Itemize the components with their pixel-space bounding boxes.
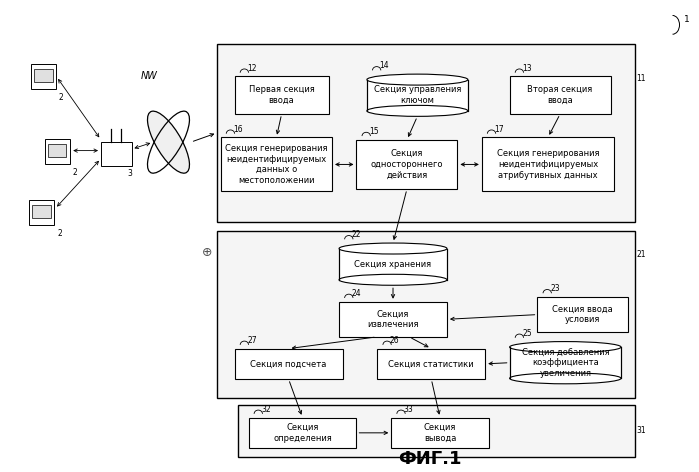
FancyBboxPatch shape — [510, 76, 611, 114]
FancyBboxPatch shape — [249, 418, 356, 448]
Text: 14: 14 — [380, 61, 389, 70]
FancyBboxPatch shape — [45, 139, 70, 164]
FancyBboxPatch shape — [32, 205, 51, 218]
FancyBboxPatch shape — [235, 349, 343, 379]
FancyBboxPatch shape — [339, 302, 447, 337]
FancyBboxPatch shape — [377, 349, 485, 379]
Ellipse shape — [339, 274, 447, 285]
Text: 33: 33 — [404, 405, 414, 414]
Text: 2: 2 — [57, 229, 62, 238]
Text: 11: 11 — [636, 74, 646, 84]
Text: 21: 21 — [636, 250, 646, 259]
FancyBboxPatch shape — [217, 231, 635, 398]
Text: Секция
извлечения: Секция извлечения — [367, 310, 419, 329]
FancyBboxPatch shape — [34, 69, 52, 82]
Ellipse shape — [510, 342, 621, 353]
Text: Секция
одностороннего
действия: Секция одностороннего действия — [370, 149, 443, 180]
Text: Первая секция
ввода: Первая секция ввода — [249, 85, 315, 105]
Ellipse shape — [367, 74, 468, 85]
FancyBboxPatch shape — [31, 64, 56, 89]
Text: Секция
вывода: Секция вывода — [424, 423, 456, 443]
Text: Секция подсчета: Секция подсчета — [250, 359, 326, 368]
Ellipse shape — [510, 373, 621, 384]
Text: 23: 23 — [550, 284, 560, 293]
Text: 12: 12 — [247, 64, 257, 73]
Text: Вторая секция
ввода: Вторая секция ввода — [528, 85, 593, 105]
FancyBboxPatch shape — [48, 144, 66, 157]
FancyBboxPatch shape — [367, 80, 468, 111]
Text: 1: 1 — [684, 16, 689, 25]
Text: 32: 32 — [261, 405, 271, 414]
FancyBboxPatch shape — [482, 137, 614, 192]
Text: 16: 16 — [233, 125, 243, 134]
FancyBboxPatch shape — [221, 137, 332, 192]
Text: Секция генерирования
неидентифицируемых
данных о
местоположении: Секция генерирования неидентифицируемых … — [225, 144, 328, 185]
Text: Секция ввода
условия: Секция ввода условия — [552, 305, 613, 324]
Text: 3: 3 — [127, 169, 132, 178]
FancyBboxPatch shape — [101, 142, 131, 166]
Text: ⊕: ⊕ — [201, 246, 212, 259]
Text: 22: 22 — [352, 230, 361, 239]
FancyBboxPatch shape — [238, 405, 635, 456]
Text: ФИГ.1: ФИГ.1 — [398, 450, 461, 468]
FancyBboxPatch shape — [339, 249, 447, 280]
Text: 25: 25 — [522, 329, 532, 338]
Text: Секция
определения: Секция определения — [273, 423, 332, 443]
Text: 31: 31 — [636, 426, 646, 435]
Text: Секция хранения: Секция хранения — [354, 260, 431, 269]
FancyBboxPatch shape — [217, 43, 635, 222]
FancyBboxPatch shape — [510, 347, 621, 379]
Text: Секция добавления
коэффициента
увеличения: Секция добавления коэффициента увеличени… — [521, 347, 609, 378]
Text: 13: 13 — [522, 64, 532, 73]
FancyBboxPatch shape — [538, 297, 628, 332]
Text: NW: NW — [140, 71, 157, 82]
Ellipse shape — [367, 105, 468, 117]
Ellipse shape — [339, 243, 447, 254]
Text: 15: 15 — [369, 127, 379, 136]
Text: Секция генерирования
неидентифицируемых
атрибутивных данных: Секция генерирования неидентифицируемых … — [497, 149, 599, 180]
Text: 24: 24 — [352, 289, 361, 298]
Text: 27: 27 — [247, 336, 257, 345]
Text: 2: 2 — [73, 168, 77, 177]
Text: 2: 2 — [59, 93, 63, 102]
FancyBboxPatch shape — [29, 200, 55, 226]
Text: Секция управления
ключом: Секция управления ключом — [374, 85, 461, 105]
Text: 26: 26 — [390, 336, 400, 345]
FancyBboxPatch shape — [391, 418, 489, 448]
FancyBboxPatch shape — [235, 76, 329, 114]
Text: 17: 17 — [494, 125, 504, 134]
FancyBboxPatch shape — [356, 140, 457, 189]
Text: Секция статистики: Секция статистики — [389, 359, 474, 368]
Ellipse shape — [147, 111, 189, 173]
